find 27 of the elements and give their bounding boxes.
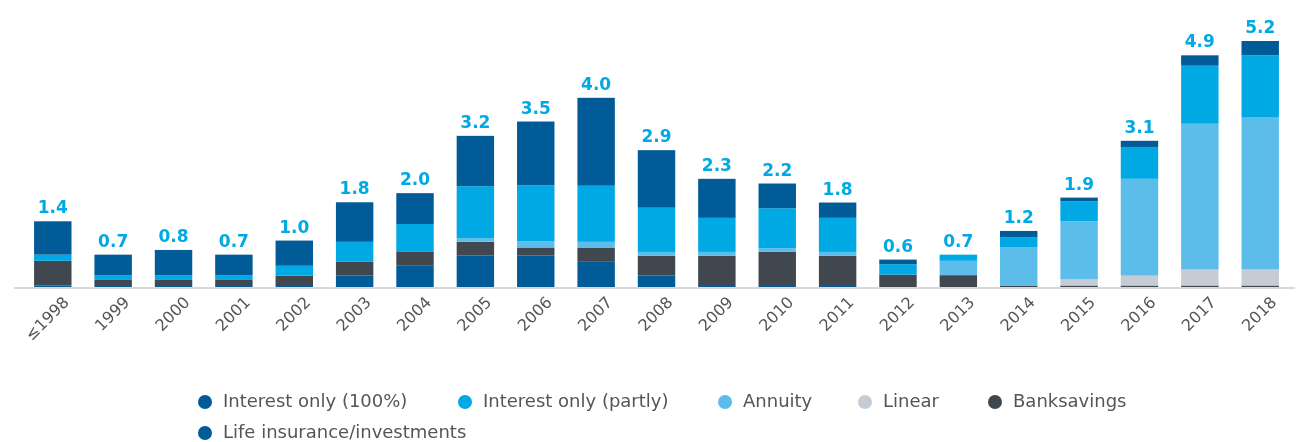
annotation: 1.4	[37, 197, 69, 218]
annotation: 1.0	[279, 216, 310, 237]
annotation: 2.9	[641, 126, 672, 147]
annotation: 1.9	[1064, 173, 1095, 194]
annotation: 0.7	[218, 230, 249, 251]
annotation: 0.8	[158, 225, 189, 246]
annotation: 2.2	[762, 159, 793, 180]
annotation: 0.6	[882, 235, 914, 256]
annotation: 2.0	[399, 169, 431, 190]
legend-label: Interest only (partly)	[483, 390, 669, 411]
text: 5.2	[1245, 17, 1276, 37]
annotation: 0.7	[98, 230, 129, 251]
annotation: 4.0	[581, 73, 612, 94]
annotation: 3.5	[520, 97, 551, 118]
legend-label: Interest only (100%)	[223, 390, 408, 411]
annotation: 4.9	[1184, 31, 1215, 52]
legend-label: Life insurance/investments	[223, 421, 467, 442]
annotation: 1.2	[1003, 206, 1034, 227]
legend-label: Linear	[883, 390, 940, 411]
legend-label: Annuity	[743, 390, 813, 411]
annotation: 3.2	[460, 111, 491, 132]
annotation: 1.8	[822, 178, 853, 199]
annotation: 2.3	[701, 154, 732, 175]
legend-label: Banksavings	[1013, 390, 1127, 411]
annotation: 3.1	[1124, 116, 1155, 137]
annotation: 0.7	[943, 230, 974, 251]
annotation: 1.8	[339, 178, 370, 199]
